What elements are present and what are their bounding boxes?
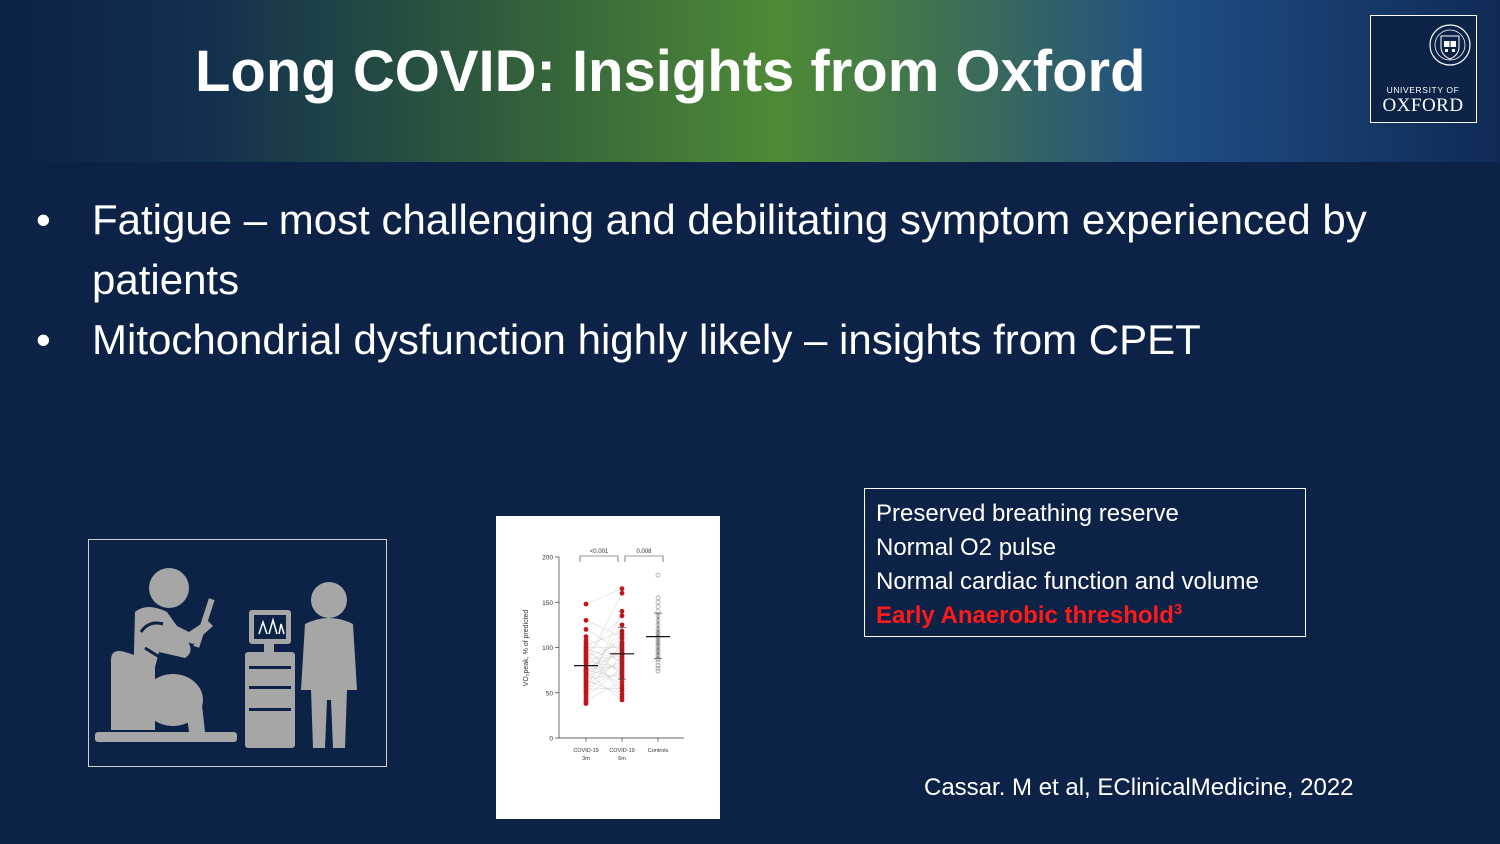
significance-brackets: <0.001 0.008	[579, 549, 664, 562]
paired-line	[585, 641, 623, 693]
patient-point	[583, 634, 589, 640]
paired-line	[585, 624, 623, 683]
patient-point	[619, 688, 625, 694]
category-label: Controls	[648, 748, 669, 754]
paired-line	[585, 630, 623, 646]
cpet-findings-box: Preserved breathing reserve Normal O2 pu…	[864, 488, 1306, 637]
header-band	[0, 0, 1500, 162]
bullet-icon: •	[36, 316, 51, 363]
significance-bracket	[579, 555, 619, 562]
category-sublabel: 3m	[582, 756, 590, 762]
paired-line	[585, 654, 623, 695]
paired-line	[585, 658, 623, 686]
paired-line	[585, 656, 623, 659]
control-point	[655, 659, 661, 665]
y-tick-label: 150	[542, 600, 553, 607]
paired-line	[585, 667, 623, 698]
finding-cardiac-function: Normal cardiac function and volume	[876, 568, 1259, 595]
logo-university-of: UNIVERSITY OF	[1386, 85, 1460, 95]
y-axis-label: VO₂peak, % of predicted	[523, 610, 530, 687]
paired-line	[585, 652, 623, 668]
reference-superscript: 3	[1173, 601, 1183, 618]
paired-line	[585, 640, 623, 677]
y-tick-label: 50	[546, 690, 554, 697]
patient-point	[583, 701, 589, 707]
patient-point	[619, 613, 625, 619]
exercise-bike-test-icon	[95, 568, 357, 748]
oxford-crest-icon	[1429, 24, 1471, 66]
paired-line	[585, 679, 623, 695]
bullet-item-fatigue: • Fatigue – most challenging and debilit…	[36, 190, 1476, 310]
significance-bracket	[624, 555, 664, 562]
paired-line	[585, 611, 623, 692]
y-tick-label: 100	[542, 645, 553, 652]
patient-point	[619, 622, 625, 628]
patient-point	[619, 586, 625, 592]
patient-point	[619, 697, 625, 703]
category-labels: COVID-19 3m COVID-19 6m Controls	[573, 738, 668, 762]
paired-lines	[585, 588, 623, 701]
logo-oxford: OXFORD	[1382, 95, 1464, 116]
vo2-peak-chart: 0 50 100 150 200 <0.001 0.008 COVID-19 3m COVID…	[496, 516, 720, 819]
bullet-list: • Fatigue – most challenging and debilit…	[36, 190, 1476, 370]
control-point	[655, 604, 661, 610]
bullet-text: Mitochondrial dysfunction highly likely …	[92, 316, 1201, 363]
control-point	[655, 595, 661, 601]
paired-line	[585, 661, 623, 677]
patient-point	[583, 601, 589, 607]
control-point	[655, 665, 661, 671]
paired-line	[585, 593, 623, 664]
finding-anaerobic-threshold: Early Anaerobic threshold3	[876, 599, 1305, 633]
bullet-text: Fatigue – most challenging and debilitat…	[92, 196, 1367, 303]
finding-anaerobic-threshold-text: Early Anaerobic threshold	[876, 602, 1174, 629]
control-point	[655, 572, 661, 578]
paired-line	[585, 671, 623, 701]
y-ticks: 0 50 100 150 200	[542, 555, 559, 743]
paired-line	[585, 615, 623, 655]
patient-point	[619, 590, 625, 596]
control-point	[655, 599, 661, 605]
paired-line	[585, 681, 623, 701]
paired-line	[585, 669, 623, 679]
y-tick-label: 0	[549, 736, 553, 743]
finding-breathing-reserve: Preserved breathing reserve	[876, 500, 1179, 527]
cpet-illustration-frame	[88, 539, 387, 767]
slide-title: Long COVID: Insights from Oxford	[195, 39, 1146, 104]
paired-line	[585, 687, 623, 690]
control-point	[655, 663, 661, 668]
oxford-logo: UNIVERSITY OF OXFORD	[1370, 15, 1477, 123]
p-value-label: 0.008	[636, 549, 652, 555]
patient-point	[619, 679, 625, 685]
mean-bars	[574, 612, 670, 680]
control-point	[655, 608, 661, 614]
patient-point	[619, 608, 625, 614]
paired-line	[585, 649, 623, 661]
bullet-icon: •	[36, 196, 51, 243]
citation: Cassar. M et al, EClinicalMedicine, 2022	[924, 774, 1354, 801]
y-tick-label: 200	[542, 555, 553, 562]
paired-line	[585, 643, 623, 657]
paired-line	[585, 588, 623, 605]
patient-point	[583, 617, 589, 623]
category-label: COVID-19	[573, 748, 598, 754]
patient-point	[583, 627, 589, 632]
paired-line	[585, 638, 623, 666]
category-label: COVID-19	[609, 748, 634, 754]
category-sublabel: 6m	[618, 756, 626, 762]
p-value-label: <0.001	[590, 549, 609, 555]
finding-o2-pulse: Normal O2 pulse	[876, 534, 1057, 561]
control-point	[655, 668, 661, 674]
bullet-item-mitochondrial: • Mitochondrial dysfunction highly likel…	[36, 310, 1476, 370]
